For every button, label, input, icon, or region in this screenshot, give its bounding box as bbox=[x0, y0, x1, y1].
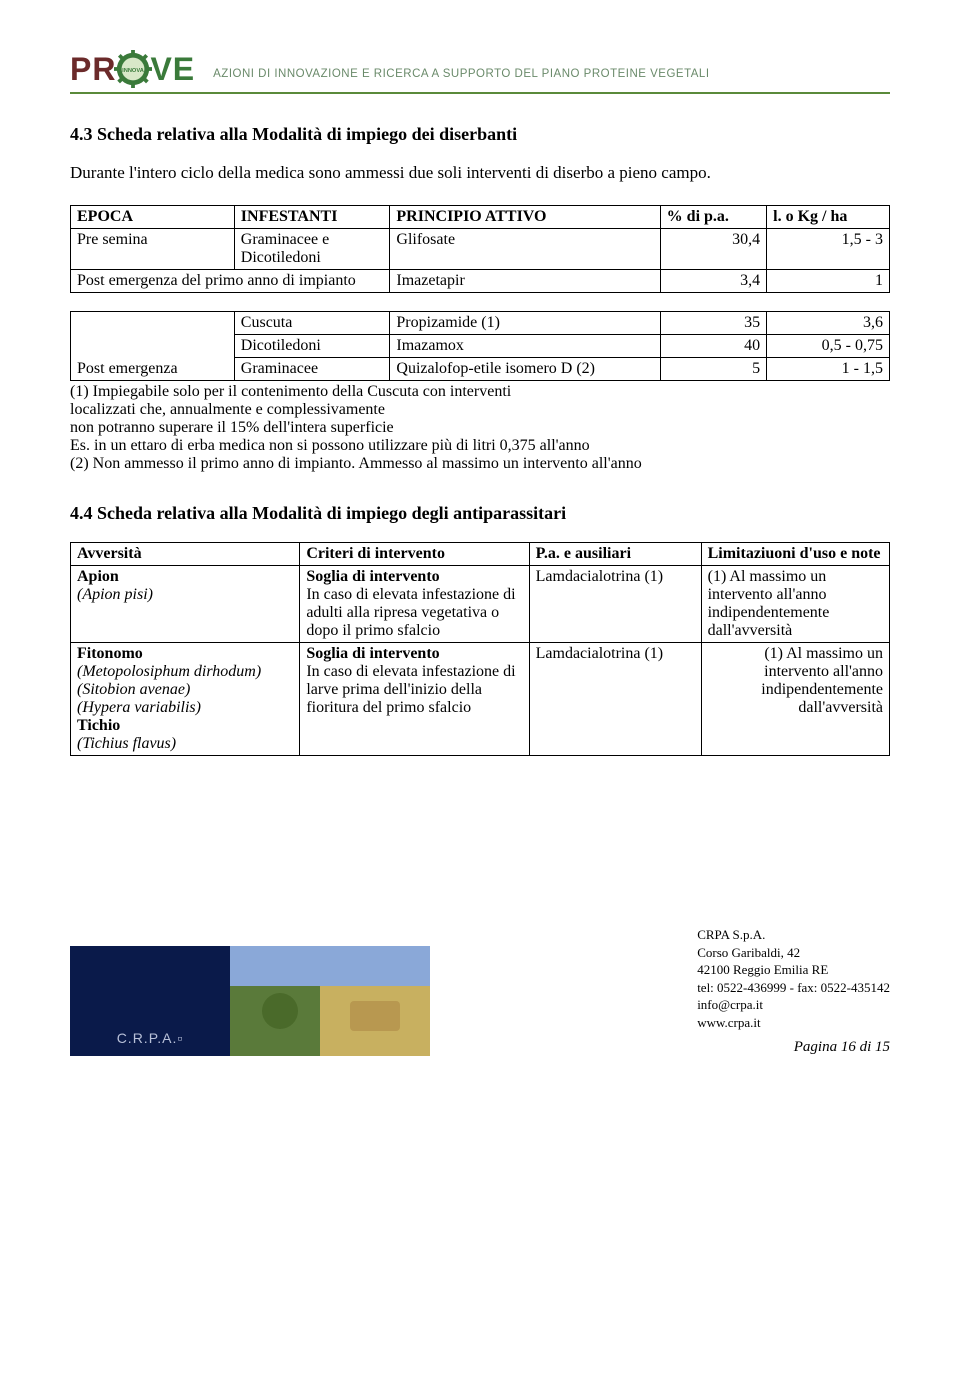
cell: Dicotiledoni bbox=[234, 335, 390, 358]
cell: 1 - 1,5 bbox=[767, 358, 890, 381]
cell: Imazetapir bbox=[390, 270, 660, 293]
th-pa: P.a. e ausiliari bbox=[529, 543, 701, 566]
page-footer: C.R.P.A.▫ CRPA S.p.A. Corso Garibaldi, 4… bbox=[0, 926, 960, 1086]
cell: 5 bbox=[660, 358, 766, 381]
cell: 0,5 - 0,75 bbox=[767, 335, 890, 358]
footer-field-image bbox=[230, 946, 430, 1056]
table-row: Post emergenza del primo anno di impiant… bbox=[71, 270, 890, 293]
table-notes: (1) Impiegabile solo per il contenimento… bbox=[70, 383, 890, 473]
note-line: Es. in un ettaro di erba medica non si p… bbox=[70, 437, 890, 455]
footer-crpa-logo: C.R.P.A.▫ bbox=[70, 946, 230, 1056]
section-4-3-intro: Durante l'intero ciclo della medica sono… bbox=[70, 163, 890, 183]
cell-avversita: Fitonomo (Metopolosiphum dirhodum) (Sito… bbox=[71, 643, 300, 756]
header-banner: PR INNOVA VE AZIONI DI INNOVAZIONE E RIC… bbox=[70, 50, 890, 94]
th-pa: % di p.a. bbox=[660, 206, 766, 229]
footer-addr2: 42100 Reggio Emilia RE bbox=[697, 961, 890, 979]
table-row: Apion (Apion pisi) Soglia di intervento … bbox=[71, 566, 890, 643]
th-criteri: Criteri di intervento bbox=[300, 543, 529, 566]
cell: Graminacee eDicotiledoni bbox=[234, 229, 390, 270]
th-avversita: Avversità bbox=[71, 543, 300, 566]
note-line: (2) Non ammesso il primo anno di impiant… bbox=[70, 455, 890, 473]
footer-web: www.crpa.it bbox=[697, 1014, 890, 1032]
cell-limit: (1) Al massimo un intervento all'anno in… bbox=[701, 643, 889, 756]
cell-pa: Lamdacialotrina (1) bbox=[529, 566, 701, 643]
cell-limit: (1) Al massimo un intervento all'anno in… bbox=[701, 566, 889, 643]
cell-criteri: Soglia di intervento In caso di elevata … bbox=[300, 566, 529, 643]
th-limit: Limitaziuoni d'uso e note bbox=[701, 543, 889, 566]
th-infestanti: INFESTANTI bbox=[234, 206, 390, 229]
note-line: localizzati che, annualmente e complessi… bbox=[70, 401, 890, 419]
logo-left: PR bbox=[70, 51, 116, 88]
logo-right: VE bbox=[150, 51, 195, 88]
cell: Post emergenza bbox=[71, 312, 235, 381]
table-diserbanti-1: EPOCA INFESTANTI PRINCIPIO ATTIVO % di p… bbox=[70, 205, 890, 293]
th-epoca: EPOCA bbox=[71, 206, 235, 229]
page-number: Pagina 16 di 15 bbox=[697, 1039, 890, 1056]
logo-inner-text: INNOVA bbox=[123, 68, 145, 74]
cell: 1 bbox=[767, 270, 890, 293]
table-row: Post emergenza Cuscuta Propizamide (1) 3… bbox=[71, 312, 890, 335]
cell: 40 bbox=[660, 335, 766, 358]
footer-addr1: Corso Garibaldi, 42 bbox=[697, 944, 890, 962]
cell-pa: Lamdacialotrina (1) bbox=[529, 643, 701, 756]
cell: Pre semina bbox=[71, 229, 235, 270]
cell: 1,5 - 3 bbox=[767, 229, 890, 270]
cell: Cuscuta bbox=[234, 312, 390, 335]
logo: PR INNOVA VE bbox=[70, 50, 195, 88]
cell: 30,4 bbox=[660, 229, 766, 270]
cell: 3,6 bbox=[767, 312, 890, 335]
th-principio: PRINCIPIO ATTIVO bbox=[390, 206, 660, 229]
footer-org: CRPA S.p.A. bbox=[697, 926, 890, 944]
table-antiparassitari: Avversità Criteri di intervento P.a. e a… bbox=[70, 542, 890, 756]
note-line: (1) Impiegabile solo per il contenimento… bbox=[70, 383, 890, 401]
table-header-row: EPOCA INFESTANTI PRINCIPIO ATTIVO % di p… bbox=[71, 206, 890, 229]
footer-email: info@crpa.it bbox=[697, 996, 890, 1014]
cell: 3,4 bbox=[660, 270, 766, 293]
section-4-3-title: 4.3 Scheda relativa alla Modalità di imp… bbox=[70, 124, 890, 145]
footer-right: CRPA S.p.A. Corso Garibaldi, 42 42100 Re… bbox=[697, 926, 890, 1056]
footer-tel: tel: 0522-436999 - fax: 0522-435142 bbox=[697, 979, 890, 997]
table-row: Fitonomo (Metopolosiphum dirhodum) (Sito… bbox=[71, 643, 890, 756]
cell: 35 bbox=[660, 312, 766, 335]
cell-avversita: Apion (Apion pisi) bbox=[71, 566, 300, 643]
cell-criteri: Soglia di intervento In caso di elevata … bbox=[300, 643, 529, 756]
cell: Glifosate bbox=[390, 229, 660, 270]
table-row: Pre semina Graminacee eDicotiledoni Glif… bbox=[71, 229, 890, 270]
cell: Graminacee bbox=[234, 358, 390, 381]
cell: Quizalofop-etile isomero D (2) bbox=[390, 358, 660, 381]
cell: Post emergenza del primo anno di impiant… bbox=[71, 270, 390, 293]
th-dose: l. o Kg / ha bbox=[767, 206, 890, 229]
section-4-4-title: 4.4 Scheda relativa alla Modalità di imp… bbox=[70, 503, 890, 524]
header-tagline: AZIONI DI INNOVAZIONE E RICERCA A SUPPOR… bbox=[207, 58, 890, 80]
footer-logos: C.R.P.A.▫ bbox=[70, 946, 430, 1056]
table-diserbanti-2: Post emergenza Cuscuta Propizamide (1) 3… bbox=[70, 311, 890, 381]
footer-crpa-logo-text: C.R.P.A.▫ bbox=[117, 1030, 184, 1046]
cell: Propizamide (1) bbox=[390, 312, 660, 335]
note-line: non potranno superare il 15% dell'intera… bbox=[70, 419, 890, 437]
logo-gear-icon: INNOVA bbox=[114, 50, 152, 88]
cell: Imazamox bbox=[390, 335, 660, 358]
footer-address: CRPA S.p.A. Corso Garibaldi, 42 42100 Re… bbox=[697, 926, 890, 1031]
table-header-row: Avversità Criteri di intervento P.a. e a… bbox=[71, 543, 890, 566]
